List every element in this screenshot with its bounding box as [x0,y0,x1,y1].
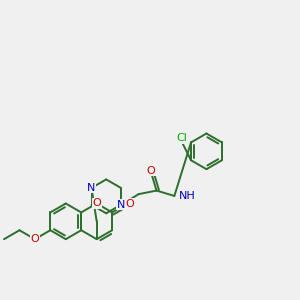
Text: N: N [87,183,96,193]
Text: O: O [31,234,39,244]
Text: N: N [117,200,125,210]
Text: Cl: Cl [177,134,188,143]
Text: NH: NH [179,191,196,201]
Text: O: O [92,199,101,208]
Text: O: O [125,199,134,209]
Text: O: O [147,166,155,176]
